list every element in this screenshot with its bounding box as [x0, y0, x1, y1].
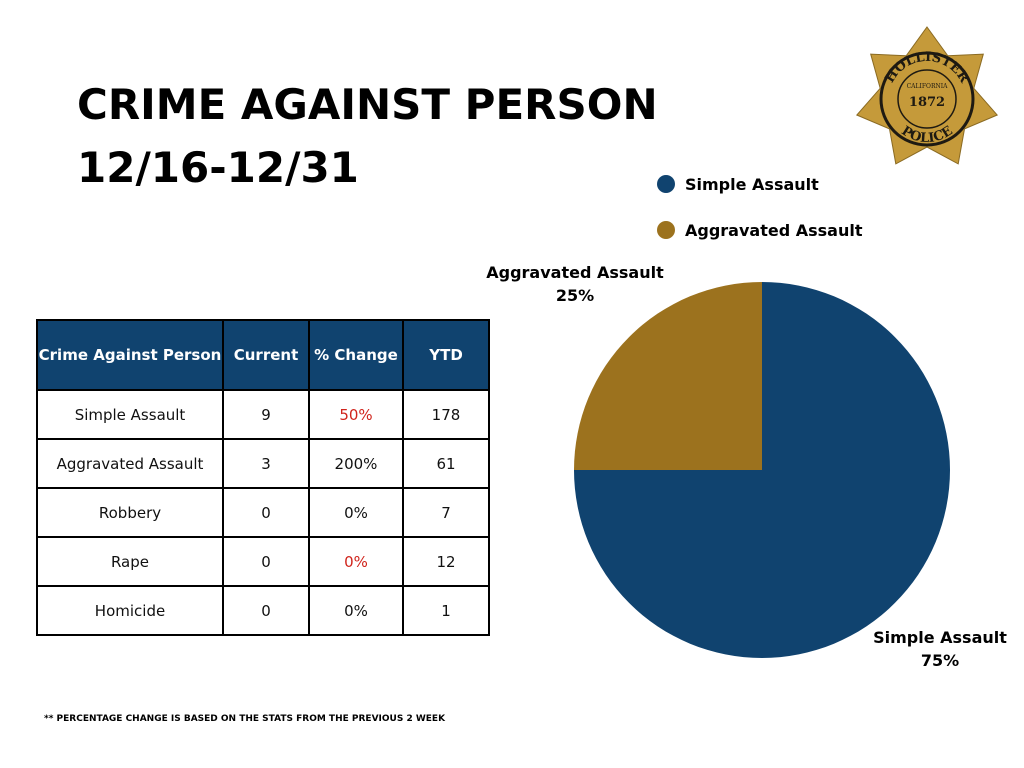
header-change: % Change [308, 319, 404, 391]
badge-bottom-text: POLICE [899, 124, 956, 147]
police-badge-logo: HOLLISTER CALIFORNIA 1872 POLICE [855, 26, 999, 165]
legend-label: Simple Assault [685, 174, 819, 194]
crime-stats-table: Crime Against Person Current % Change YT… [36, 319, 490, 636]
pie-label-name: Aggravated Assault [486, 263, 664, 282]
cell-crime: Robbery [36, 487, 224, 538]
cell-ytd: 1 [402, 585, 490, 636]
badge-state-text: CALIFORNIA [907, 83, 948, 90]
cell-current: 0 [222, 585, 310, 636]
cell-current: 0 [222, 536, 310, 587]
legend-label: Aggravated Assault [685, 220, 863, 240]
pie-slice-aggravated-assault [574, 282, 762, 470]
footnote: ** PERCENTAGE CHANGE IS BASED ON THE STA… [44, 714, 446, 724]
header-current: Current [222, 319, 310, 391]
legend-swatch-simple-assault [657, 175, 675, 193]
pie-label-value: 75% [921, 651, 959, 670]
table-row: Aggravated Assault 3 200% 61 [36, 438, 490, 489]
pie-label-name: Simple Assault [873, 628, 1007, 647]
header-ytd: YTD [402, 319, 490, 391]
cell-crime: Rape [36, 536, 224, 587]
cell-crime: Aggravated Assault [36, 438, 224, 489]
cell-ytd: 178 [402, 389, 490, 440]
cell-crime: Simple Assault [36, 389, 224, 440]
table-row: Homicide 0 0% 1 [36, 585, 490, 636]
header-crime: Crime Against Person [36, 319, 224, 391]
cell-change: 0% [308, 487, 404, 538]
chart-legend: Simple Assault Aggravated Assault [657, 172, 862, 264]
cell-change: 0% [308, 585, 404, 636]
pie-label-value: 25% [556, 286, 594, 305]
cell-change: 50% [308, 389, 404, 440]
cell-ytd: 61 [402, 438, 490, 489]
table-row: Robbery 0 0% 7 [36, 487, 490, 538]
legend-item-aggravated-assault: Aggravated Assault [657, 218, 862, 242]
cell-ytd: 12 [402, 536, 490, 587]
cell-ytd: 7 [402, 487, 490, 538]
badge-year-text: 1872 [909, 95, 945, 110]
legend-item-simple-assault: Simple Assault [657, 172, 862, 196]
date-range-subtitle: 12/16-12/31 [77, 143, 359, 192]
cell-current: 9 [222, 389, 310, 440]
cell-change: 200% [308, 438, 404, 489]
table-row: Rape 0 0% 12 [36, 536, 490, 587]
legend-swatch-aggravated-assault [657, 221, 675, 239]
table-header-row: Crime Against Person Current % Change YT… [36, 319, 490, 391]
table-row: Simple Assault 9 50% 178 [36, 389, 490, 440]
cell-current: 0 [222, 487, 310, 538]
cell-change: 0% [308, 536, 404, 587]
page-title: CRIME AGAINST PERSON [77, 80, 658, 129]
cell-crime: Homicide [36, 585, 224, 636]
cell-current: 3 [222, 438, 310, 489]
